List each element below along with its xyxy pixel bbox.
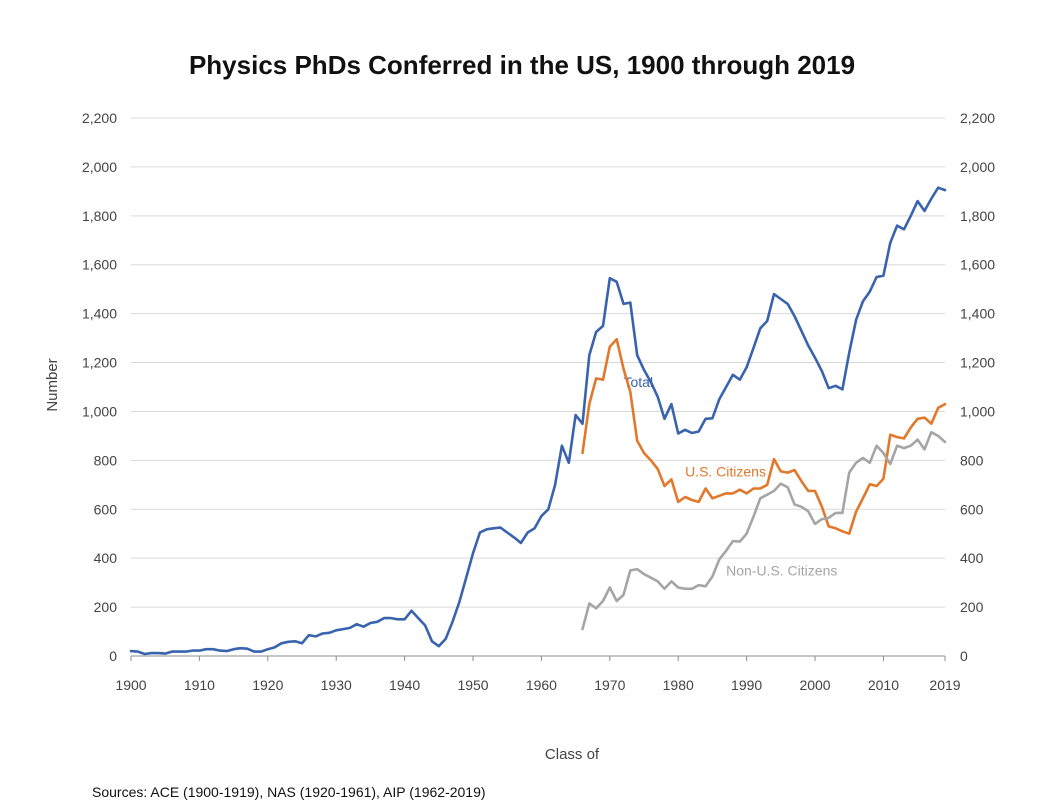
- x-tick-label: 1960: [526, 677, 557, 693]
- y-tick-label-left: 1,800: [82, 208, 117, 224]
- x-axis-title: Class of: [545, 746, 600, 763]
- y-tick-label-left: 2,200: [82, 110, 117, 126]
- x-tick-label: 1990: [731, 677, 762, 693]
- y-tick-label-right: 1,400: [960, 306, 995, 322]
- y-tick-label-right: 1,200: [960, 355, 995, 371]
- y-axis-right: 0 200 400 600 800 1,000 1,200 1,400 1,600 1,800 2,…: [960, 110, 995, 664]
- x-tick-label: 1930: [321, 677, 352, 693]
- x-tick-label: 2010: [868, 677, 899, 693]
- y-tick-label-left: 600: [94, 501, 118, 517]
- y-tick-label-left: 800: [94, 452, 118, 468]
- x-axis: 1900 1910 1920 1930 1940 1950 1960 1970 1980 1990…: [115, 655, 961, 693]
- y-tick-label-left: 1,400: [82, 306, 117, 322]
- series-line-total: [129, 186, 947, 656]
- plot-area: Total U.S. Citizens Non-U.S. Citizens: [129, 186, 947, 656]
- series-line-u-s-citizens: [581, 338, 947, 535]
- y-axis-title: Number: [44, 358, 61, 411]
- y-tick-label-right: 1,600: [960, 257, 995, 273]
- x-tick-label: 1910: [184, 677, 215, 693]
- y-tick-label-right: 0: [960, 648, 968, 664]
- y-tick-label-right: 800: [960, 452, 984, 468]
- y-tick-label-right: 2,200: [960, 110, 995, 126]
- y-tick-label-left: 1,200: [82, 355, 117, 371]
- y-tick-label-right: 400: [960, 550, 984, 566]
- sources-note: Sources: ACE (1900-1919), NAS (1920-1961…: [92, 784, 486, 800]
- y-tick-label-right: 2,000: [960, 159, 995, 175]
- y-axis-left: 0 200 400 600 800 1,000 1,200 1,400 1,600 1,800 2,…: [82, 110, 117, 664]
- x-tick-label: 1970: [594, 677, 625, 693]
- y-tick-label-right: 1,000: [960, 403, 995, 419]
- y-tick-label-left: 1,000: [82, 403, 117, 419]
- y-tick-label-left: 1,600: [82, 257, 117, 273]
- x-tick-label: 1980: [663, 677, 694, 693]
- x-tick-label: 2000: [799, 677, 830, 693]
- chart-title: Physics PhDs Conferred in the US, 1900 t…: [189, 50, 855, 80]
- x-tick-label: 1940: [389, 677, 420, 693]
- x-tick-label: 1950: [457, 677, 488, 693]
- y-tick-label-right: 200: [960, 599, 984, 615]
- y-tick-label-left: 400: [94, 550, 118, 566]
- series-label-non-u-s-citizens: Non-U.S. Citizens: [726, 562, 837, 578]
- series-label-total: Total: [624, 374, 654, 390]
- series-label-u-s-citizens: U.S. Citizens: [685, 463, 766, 479]
- x-tick-label: 1900: [115, 677, 146, 693]
- gridlines: [131, 117, 945, 657]
- x-tick-label: 1920: [252, 677, 283, 693]
- y-tick-label-left: 0: [109, 648, 117, 664]
- x-tick-label: 2019: [929, 677, 960, 693]
- series-line-non-u-s-citizens: [581, 430, 947, 631]
- y-tick-label-right: 600: [960, 501, 984, 517]
- y-tick-label-left: 200: [94, 599, 118, 615]
- y-tick-label-right: 1,800: [960, 208, 995, 224]
- y-tick-label-left: 2,000: [82, 159, 117, 175]
